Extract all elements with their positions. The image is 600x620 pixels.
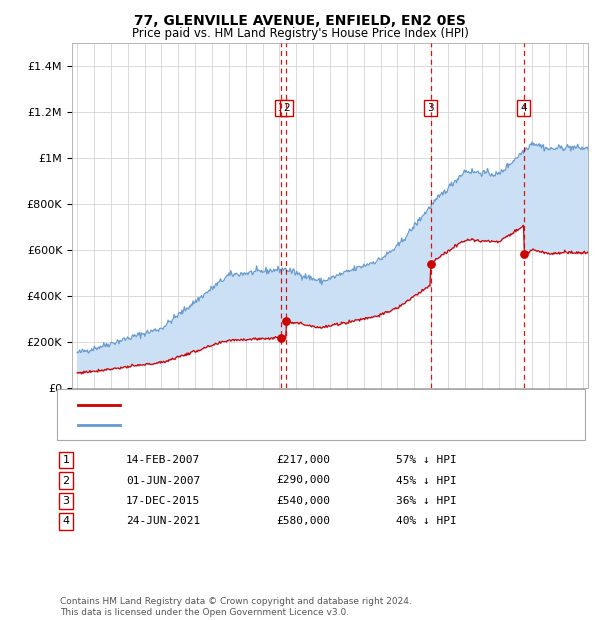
Point bbox=[426, 259, 436, 268]
Point bbox=[277, 333, 286, 343]
Point bbox=[281, 316, 291, 326]
Text: 14-FEB-2007: 14-FEB-2007 bbox=[126, 455, 200, 465]
Text: 2: 2 bbox=[62, 476, 70, 485]
Text: 45% ↓ HPI: 45% ↓ HPI bbox=[396, 476, 457, 485]
Text: 1: 1 bbox=[62, 455, 70, 465]
Text: £540,000: £540,000 bbox=[276, 496, 330, 506]
Text: HPI: Average price, detached house, Enfield: HPI: Average price, detached house, Enfi… bbox=[126, 420, 355, 430]
Text: 4: 4 bbox=[62, 516, 70, 526]
Text: 77, GLENVILLE AVENUE, ENFIELD, EN2 0ES (detached house): 77, GLENVILLE AVENUE, ENFIELD, EN2 0ES (… bbox=[126, 400, 443, 410]
Text: Contains HM Land Registry data © Crown copyright and database right 2024.
This d: Contains HM Land Registry data © Crown c… bbox=[60, 598, 412, 617]
Text: 40% ↓ HPI: 40% ↓ HPI bbox=[396, 516, 457, 526]
Text: 1: 1 bbox=[278, 103, 285, 113]
Text: 4: 4 bbox=[520, 103, 527, 113]
Text: 17-DEC-2015: 17-DEC-2015 bbox=[126, 496, 200, 506]
Text: 36% ↓ HPI: 36% ↓ HPI bbox=[396, 496, 457, 506]
Text: 3: 3 bbox=[62, 496, 70, 506]
Point bbox=[519, 249, 529, 259]
Text: £290,000: £290,000 bbox=[276, 476, 330, 485]
Text: 77, GLENVILLE AVENUE, ENFIELD, EN2 0ES: 77, GLENVILLE AVENUE, ENFIELD, EN2 0ES bbox=[134, 14, 466, 28]
Text: 3: 3 bbox=[427, 103, 434, 113]
Text: Price paid vs. HM Land Registry's House Price Index (HPI): Price paid vs. HM Land Registry's House … bbox=[131, 27, 469, 40]
Text: 01-JUN-2007: 01-JUN-2007 bbox=[126, 476, 200, 485]
Text: £217,000: £217,000 bbox=[276, 455, 330, 465]
Text: 2: 2 bbox=[283, 103, 290, 113]
Text: 24-JUN-2021: 24-JUN-2021 bbox=[126, 516, 200, 526]
Text: 57% ↓ HPI: 57% ↓ HPI bbox=[396, 455, 457, 465]
Text: £580,000: £580,000 bbox=[276, 516, 330, 526]
